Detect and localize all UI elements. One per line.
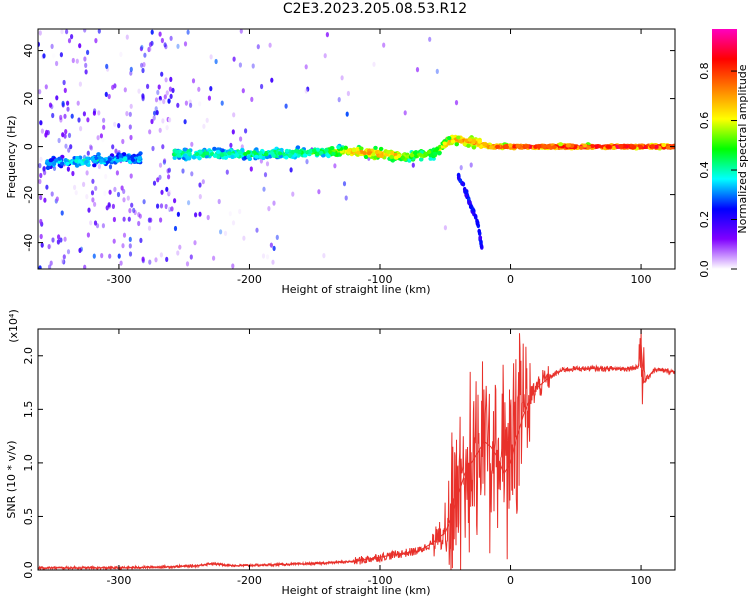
y-tick-label: 0.0 — [22, 561, 35, 579]
spectrogram-texture — [38, 29, 675, 269]
y-tick-label: 40 — [22, 44, 35, 58]
x-tick-label: -200 — [237, 574, 262, 587]
x-tick-label: 0 — [507, 574, 514, 587]
y-tick-label: -40 — [22, 234, 35, 252]
x-axis-label: Height of straight line (km) — [281, 283, 430, 296]
snr-chart: -300 -200 -100 0 100 0.0 0.5 1.0 1.5 2.0 Height of… — [5, 309, 676, 597]
y-tick-label: 1.0 — [22, 454, 35, 472]
x-tick-label: 100 — [631, 273, 652, 286]
top-plot-frame — [37, 28, 676, 270]
y-tick-label: 0.5 — [22, 508, 35, 526]
bottom-plot-frame — [37, 328, 676, 571]
y-multiplier-label: (x10⁴) — [7, 309, 20, 343]
snr-line — [38, 345, 676, 569]
colorbar-label: Normalized spectral amplitude — [736, 64, 749, 233]
y-tick-label: 0 — [22, 143, 35, 150]
colorbar-tick-label: 0.8 — [698, 62, 711, 80]
y-axis-label: SNR (10 * v/v) — [5, 440, 18, 518]
x-tick-label: -200 — [237, 273, 262, 286]
y-tick-label: 2.0 — [22, 347, 35, 365]
colorbar-gradient — [712, 29, 737, 269]
x-tick-label: 0 — [507, 273, 514, 286]
page-title: C2E3.2023.205.08.53.R12 — [282, 1, 468, 17]
x-tick-label: -300 — [106, 273, 131, 286]
snr-noise-trace — [38, 329, 675, 570]
x-tick-label: -300 — [106, 574, 131, 587]
colorbar-tick-label: 0.4 — [698, 161, 711, 179]
x-tick-label: -100 — [368, 574, 393, 587]
x-axis-label: Height of straight line (km) — [281, 584, 430, 597]
x-tick-label: 100 — [631, 574, 652, 587]
colorbar: 0.0 0.2 0.4 0.6 0.8 Normalized spectral ampli… — [698, 29, 749, 278]
y-tick-label: 1.5 — [22, 401, 35, 419]
colorbar-tick-label: 0.6 — [698, 112, 711, 129]
x-tick-label: -100 — [368, 273, 393, 286]
y-axis-label: Frequency (Hz) — [5, 116, 18, 199]
y-tick-label: 20 — [22, 92, 35, 106]
colorbar-tick-label: 0.0 — [698, 260, 711, 278]
colorbar-tick-label: 0.2 — [698, 211, 711, 229]
y-tick-label: -20 — [22, 186, 35, 204]
